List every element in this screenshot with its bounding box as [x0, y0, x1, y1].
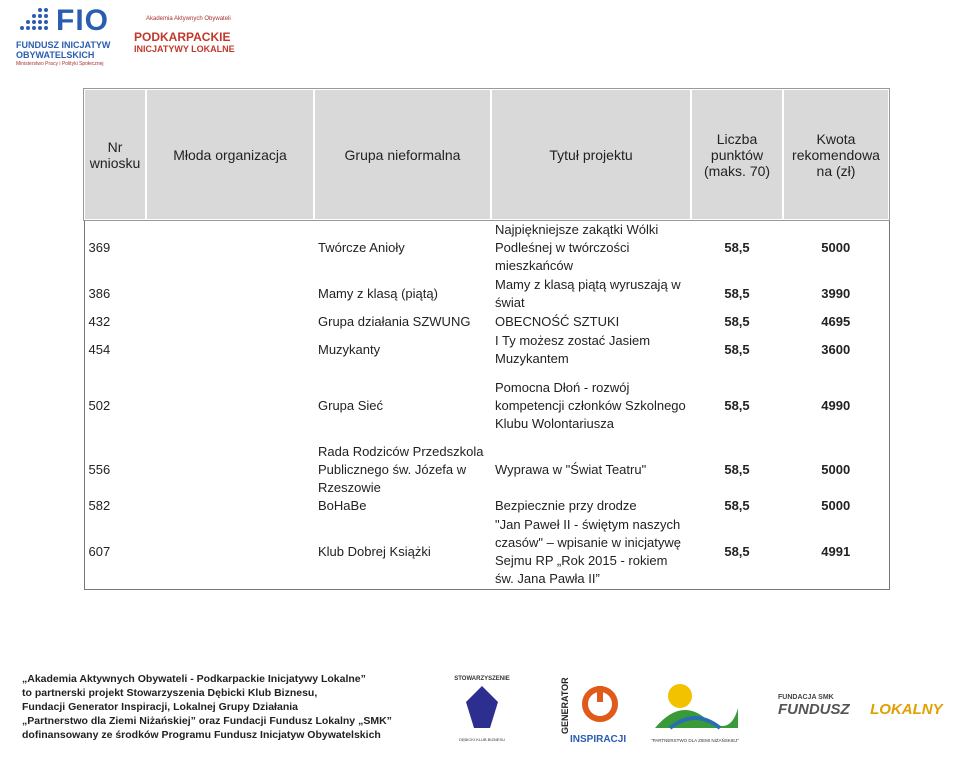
cell-title: I Ty możesz zostać Jasiem Muzykantem: [495, 333, 651, 366]
fio: FIO: [56, 4, 109, 37]
logo-text: "PARTNERSTWO DLA ZIEMI NIŻAŃSKIEJ": [650, 738, 740, 743]
cell-amount: 5000: [821, 462, 851, 477]
cell-points: 58,5: [724, 543, 750, 559]
cell-points: 58,5: [724, 398, 750, 413]
cell-title: Mamy z klasą piątą wyruszają w świat: [495, 277, 681, 310]
logo-text: LOKALNY: [870, 701, 943, 718]
cell-group: Mamy z klasą (piątą): [318, 286, 438, 301]
logo-text: INSPIRACJI: [570, 734, 627, 745]
cell-nr: 607: [88, 543, 111, 559]
cell-group: BoHaBe: [318, 498, 367, 513]
cell-nr: 454: [88, 342, 111, 357]
pil-line: INICJATYWY LOKALNE: [134, 44, 235, 54]
cell-empty: [146, 497, 314, 515]
cell-amount: 4991: [821, 543, 851, 559]
fio-line: OBYWATELSKICH: [16, 50, 95, 60]
smk-logo: FUNDACJA SMK FUNDUSZ LOKALNY: [778, 694, 953, 719]
cell-amount: 3990: [821, 286, 851, 301]
cell-nr: 432: [88, 314, 111, 329]
academy: Akademia Aktywnych Obywateli: [146, 16, 231, 22]
cell-title: OBECNOŚĆ SZTUKI: [495, 314, 620, 329]
table-row: 556 Rada Rodziców Przedszkola Publicznego…: [84, 443, 889, 497]
column-header: Młoda organizacja: [145, 88, 315, 221]
cell-title: Wyprawa w "Świat Teatru": [495, 462, 647, 477]
cell-nr: 556: [88, 462, 111, 477]
header-logos: FIO FUNDUSZ INICJATYW OBYWATELSKICH Mini…: [14, 4, 244, 68]
logo-text: STOWARZYSZENIE: [454, 676, 510, 682]
footer-line: „Partnerstwo dla Ziemi Niżańskiej” oraz …: [22, 715, 392, 727]
table-body: 369 Twórcze Anioły Najpiękniejsze zakątki …: [84, 220, 889, 589]
column-header: Liczba punktów (maks. 70): [690, 88, 784, 221]
cell-points: 58,5: [724, 498, 750, 513]
cell-empty: [146, 313, 314, 331]
cell-group: Grupa działania SZWUNG: [318, 314, 471, 329]
cell-amount: 5000: [821, 240, 851, 255]
cell-title: Bezpiecznie przy drodze: [495, 498, 637, 513]
cell-points: 58,5: [724, 240, 750, 255]
cell-empty: [146, 369, 314, 443]
dkb-logo: STOWARZYSZENIE DĘBICKI KLUB BIZNESU: [452, 676, 512, 742]
cell-nr: 502: [88, 398, 111, 413]
cell-empty: [146, 443, 314, 497]
lgd-emblem: [655, 684, 738, 730]
gen-logo: GENERATOR INSPIRACJI: [560, 677, 630, 748]
lgd-logo: "PARTNERSTWO DLA ZIEMI NIŻAŃSKIEJ": [645, 678, 745, 743]
cell-empty: [146, 515, 314, 589]
dkb-emblem: [466, 686, 498, 728]
logo-text: FUNDUSZ: [778, 701, 850, 718]
cell-group: Rada Rodziców Przedszkola Publicznego św…: [318, 444, 484, 495]
cell-group: Twórcze Anioły: [318, 240, 405, 255]
footer-line: to partnerski projekt Stowarzyszenia Dęb…: [22, 687, 318, 699]
logo-text: FUNDACJA SMK: [778, 694, 834, 701]
cell-empty: [146, 331, 314, 369]
cell-empty: [146, 275, 314, 313]
table: Nr wniosku Młoda organizacja Grupa nieform…: [83, 88, 890, 590]
cell-points: 58,5: [724, 462, 750, 477]
cell-group: Muzykanty: [318, 342, 381, 357]
gen-emblem: [582, 686, 618, 722]
cell-nr: 386: [88, 286, 111, 301]
logo-text: GENERATOR: [560, 677, 570, 734]
cell-nr: 582: [88, 498, 111, 513]
table-row: 432 Grupa działania SZWUNG OBECNOŚĆ SZTUKI…: [84, 313, 889, 331]
header-row: Nr wniosku Młoda organizacja Grupa nieform…: [83, 88, 890, 221]
fio-line: FUNDUSZ INICJATYW: [16, 40, 111, 50]
cell-points: 58,5: [724, 314, 750, 329]
cell-group: Klub Dobrej Książki: [318, 543, 431, 559]
table-row: 502 Grupa Sieć Pomocna Dłoń - rozwój kompe…: [84, 369, 889, 443]
column-header: Tytuł projektu: [490, 88, 692, 221]
footer-line: Fundacji Generator Inspiracji, Lokalnej …: [22, 701, 298, 713]
column-header: Nr wniosku: [83, 88, 147, 221]
fio-dots: [20, 8, 48, 30]
logo-text: DĘBICKI KLUB BIZNESU: [458, 737, 505, 742]
table-row: 582 BoHaBe Bezpiecznie przy drodze 58,5 5000: [84, 497, 889, 515]
footer-line: „Akademia Aktywnych Obywateli - Podkarpa…: [22, 673, 366, 685]
table-row: 386 Mamy z klasą (piątą) Mamy z klasą piąt…: [84, 275, 889, 313]
ministry: Ministerstwo Pracy i Polityki Społecznej: [16, 61, 104, 67]
cell-empty: [146, 220, 314, 275]
cell-amount: 5000: [821, 498, 851, 513]
cell-amount: 3600: [821, 342, 851, 357]
cell-amount: 4990: [821, 398, 851, 413]
table-row: 607 Klub Dobrej Książki "Jan Paweł II - św…: [84, 515, 889, 589]
cell-points: 58,5: [724, 286, 750, 301]
cell-title: Najpiękniejsze zakątki Wólki Podleśnej w…: [495, 222, 659, 273]
cell-title: "Jan Paweł II - świętym naszych czasów" …: [495, 516, 681, 586]
cell-amount: 4695: [821, 314, 851, 329]
table-row: 369 Twórcze Anioły Najpiękniejsze zakątki …: [84, 220, 889, 275]
pil-line: PODKARPACKIE: [134, 30, 231, 44]
cell-nr: 369: [88, 240, 111, 255]
footer: „Akademia Aktywnych Obywateli - Podkarpa…: [0, 660, 960, 770]
cell-group: Grupa Sieć: [318, 398, 384, 413]
cell-points: 58,5: [724, 342, 750, 357]
column-header: Grupa nieformalna: [313, 88, 492, 221]
table-row: 454 Muzykanty I Ty możesz zostać Jasiem Mu…: [84, 331, 889, 369]
cell-title: Pomocna Dłoń - rozwój kompetencji członk…: [495, 380, 686, 431]
column-header: Kwota rekomendowa na (zł): [782, 88, 890, 221]
footer-line: dofinansowany ze środków Programu Fundus…: [22, 729, 381, 741]
footer-text: „Akademia Aktywnych Obywateli - Podkarpa…: [22, 672, 392, 742]
